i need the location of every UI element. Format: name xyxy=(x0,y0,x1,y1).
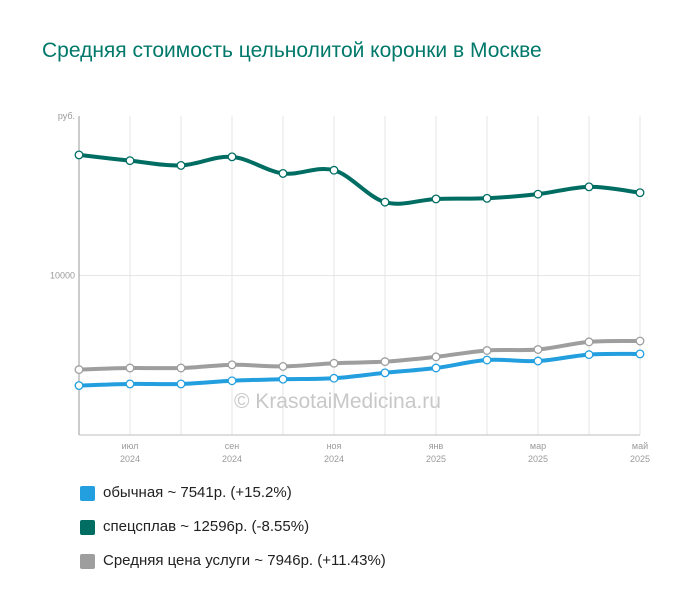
y-axis-unit: руб. xyxy=(58,111,75,121)
x-tick-year: 2024 xyxy=(120,454,140,464)
data-point-spetssplav xyxy=(482,193,492,203)
data-point-sredn xyxy=(278,361,288,371)
data-point-sredn xyxy=(329,358,339,368)
data-point-obychnaya xyxy=(533,356,543,366)
data-point-obychnaya xyxy=(278,374,288,384)
data-point-sredn xyxy=(227,360,237,370)
data-point-spetssplav xyxy=(227,152,237,162)
data-point-obychnaya xyxy=(431,363,441,373)
legend: обычная ~ 7541р. (+15.2%) спецсплав ~ 12… xyxy=(80,484,386,586)
series-line-sredn xyxy=(77,338,642,372)
x-tick-month: май xyxy=(632,441,648,451)
data-point-sredn xyxy=(74,365,84,375)
x-tick-month: мар xyxy=(530,441,546,451)
data-point-spetssplav xyxy=(533,189,543,199)
series-lines xyxy=(74,150,645,391)
legend-swatch xyxy=(80,554,95,569)
data-point-obychnaya xyxy=(74,381,84,391)
data-point-sredn xyxy=(482,346,492,355)
data-point-sredn xyxy=(380,357,390,367)
data-point-spetssplav xyxy=(635,188,645,198)
x-tick-year: 2024 xyxy=(222,454,242,464)
data-point-sredn xyxy=(635,336,645,346)
series-line-spetssplav xyxy=(77,152,642,206)
legend-label: обычная ~ 7541р. (+15.2%) xyxy=(103,484,292,501)
data-point-sredn xyxy=(584,337,594,347)
data-point-spetssplav xyxy=(125,156,135,166)
x-tick-year: 2024 xyxy=(324,454,344,464)
data-point-spetssplav xyxy=(74,150,84,160)
data-point-sredn xyxy=(176,363,186,373)
legend-label: спецсплав ~ 12596р. (-8.55%) xyxy=(103,518,310,535)
x-tick-month: ноя xyxy=(327,441,342,451)
data-point-sredn xyxy=(533,345,543,354)
data-point-spetssplav xyxy=(176,160,186,170)
data-point-spetssplav xyxy=(278,168,288,178)
x-tick-month: янв xyxy=(429,441,444,451)
data-point-sredn xyxy=(125,363,135,373)
data-point-spetssplav xyxy=(380,197,390,207)
legend-item-obychnaya[interactable]: обычная ~ 7541р. (+15.2%) xyxy=(80,484,386,502)
data-point-obychnaya xyxy=(329,373,339,383)
data-point-obychnaya xyxy=(380,368,390,378)
legend-label: Средняя цена услуги ~ 7946р. (+11.43%) xyxy=(103,552,386,569)
data-point-sredn xyxy=(431,352,441,362)
data-point-spetssplav xyxy=(431,194,441,204)
legend-item-average[interactable]: Средняя цена услуги ~ 7946р. (+11.43%) xyxy=(80,552,386,570)
data-point-obychnaya xyxy=(176,379,186,389)
x-tick-month: сен xyxy=(225,441,240,451)
y-tick-label: 10000 xyxy=(50,271,75,281)
legend-swatch xyxy=(80,520,95,535)
x-tick-year: 2025 xyxy=(426,454,446,464)
x-tick-year: 2025 xyxy=(528,454,548,464)
data-point-spetssplav xyxy=(329,165,339,175)
data-point-obychnaya xyxy=(125,379,135,389)
x-tick-month: июл xyxy=(122,441,139,451)
data-point-obychnaya xyxy=(482,355,492,365)
data-point-spetssplav xyxy=(584,182,594,192)
legend-swatch xyxy=(80,486,95,501)
data-point-obychnaya xyxy=(227,376,237,386)
legend-item-spetssplav[interactable]: спецсплав ~ 12596р. (-8.55%) xyxy=(80,518,386,536)
x-tick-year: 2025 xyxy=(630,454,650,464)
watermark: © KrasotaiMedicina.ru xyxy=(234,390,441,413)
data-point-obychnaya xyxy=(584,350,594,360)
chart-title: Средняя стоимость цельнолитой коронки в … xyxy=(42,39,542,62)
data-point-obychnaya xyxy=(635,349,645,359)
